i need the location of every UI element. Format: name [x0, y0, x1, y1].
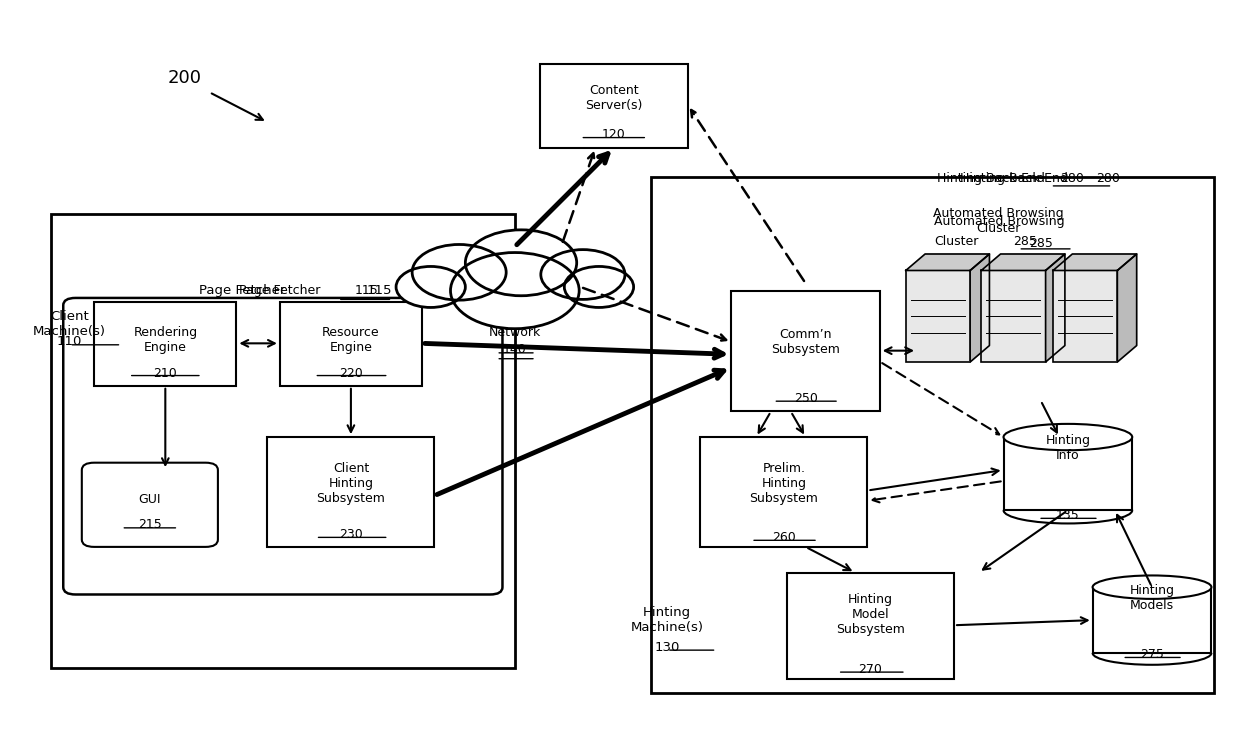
- Text: 280: 280: [1096, 172, 1120, 185]
- Text: 200: 200: [167, 69, 201, 87]
- Text: 210: 210: [154, 367, 177, 380]
- Text: 270: 270: [858, 663, 883, 675]
- Text: Automated Browsing: Automated Browsing: [934, 215, 1065, 228]
- Text: 260: 260: [773, 531, 796, 544]
- Text: Hinting Back-End: Hinting Back-End: [937, 172, 1045, 185]
- Bar: [539, 64, 688, 148]
- Bar: [94, 301, 237, 386]
- Text: Network: Network: [489, 326, 541, 339]
- Bar: [280, 301, 422, 386]
- Text: Rendering
Engine: Rendering Engine: [133, 326, 197, 354]
- Bar: [1092, 587, 1211, 653]
- Circle shape: [450, 253, 579, 329]
- Text: 115: 115: [366, 284, 392, 297]
- Text: Hinting
Machine(s): Hinting Machine(s): [630, 606, 703, 634]
- Text: 135: 135: [1056, 509, 1080, 522]
- FancyBboxPatch shape: [63, 298, 502, 595]
- Text: Hinting
Models: Hinting Models: [1130, 584, 1174, 612]
- Text: Hinting
Info: Hinting Info: [1045, 434, 1090, 462]
- Text: Page Fetcher: Page Fetcher: [239, 284, 320, 297]
- Text: Page Fetcher: Page Fetcher: [200, 284, 285, 297]
- Bar: [787, 573, 954, 678]
- Text: 115: 115: [355, 284, 378, 297]
- Circle shape: [564, 267, 634, 307]
- Polygon shape: [1045, 254, 1065, 362]
- Text: 230: 230: [339, 528, 363, 541]
- Text: Prelim.
Hinting
Subsystem: Prelim. Hinting Subsystem: [749, 462, 818, 505]
- Text: 130: 130: [655, 641, 680, 653]
- Bar: [51, 214, 515, 667]
- Bar: [732, 290, 880, 412]
- Bar: [651, 177, 1214, 693]
- Circle shape: [412, 245, 506, 300]
- Text: 120: 120: [601, 128, 626, 141]
- Text: 285: 285: [1029, 237, 1053, 249]
- Text: Automated Browsing
Cluster: Automated Browsing Cluster: [934, 207, 1064, 235]
- Text: Client
Machine(s): Client Machine(s): [33, 309, 105, 337]
- FancyBboxPatch shape: [82, 463, 218, 547]
- Text: Hinting
Model
Subsystem: Hinting Model Subsystem: [836, 593, 905, 637]
- Text: 280: 280: [1060, 172, 1084, 185]
- Text: 215: 215: [138, 518, 161, 531]
- Text: Content
Server(s): Content Server(s): [585, 84, 642, 112]
- Bar: [868, 207, 1189, 401]
- Circle shape: [541, 250, 625, 299]
- Text: GUI: GUI: [139, 492, 161, 506]
- Bar: [701, 437, 868, 547]
- Circle shape: [465, 230, 577, 295]
- Text: 220: 220: [339, 367, 363, 380]
- Ellipse shape: [1092, 576, 1211, 599]
- Ellipse shape: [1003, 424, 1132, 451]
- Text: 140: 140: [503, 343, 527, 356]
- Bar: [268, 437, 434, 547]
- Text: Cluster: Cluster: [934, 235, 978, 248]
- Text: Client
Hinting
Subsystem: Client Hinting Subsystem: [316, 462, 386, 505]
- Bar: [905, 270, 970, 362]
- Bar: [1053, 270, 1117, 362]
- Text: 250: 250: [794, 392, 817, 405]
- Text: 275: 275: [1140, 648, 1164, 661]
- Polygon shape: [1053, 254, 1137, 270]
- Circle shape: [396, 267, 465, 307]
- Text: 285: 285: [1013, 235, 1038, 248]
- Bar: [981, 270, 1045, 362]
- Polygon shape: [905, 254, 990, 270]
- Text: Resource
Engine: Resource Engine: [322, 326, 379, 354]
- Bar: [849, 184, 1202, 517]
- Text: 110: 110: [57, 335, 82, 348]
- Polygon shape: [970, 254, 990, 362]
- Bar: [1003, 437, 1132, 510]
- Polygon shape: [981, 254, 1065, 270]
- Text: Comm’n
Subsystem: Comm’n Subsystem: [771, 328, 839, 356]
- Text: Hinting Back-End: Hinting Back-End: [960, 172, 1068, 185]
- Polygon shape: [1117, 254, 1137, 362]
